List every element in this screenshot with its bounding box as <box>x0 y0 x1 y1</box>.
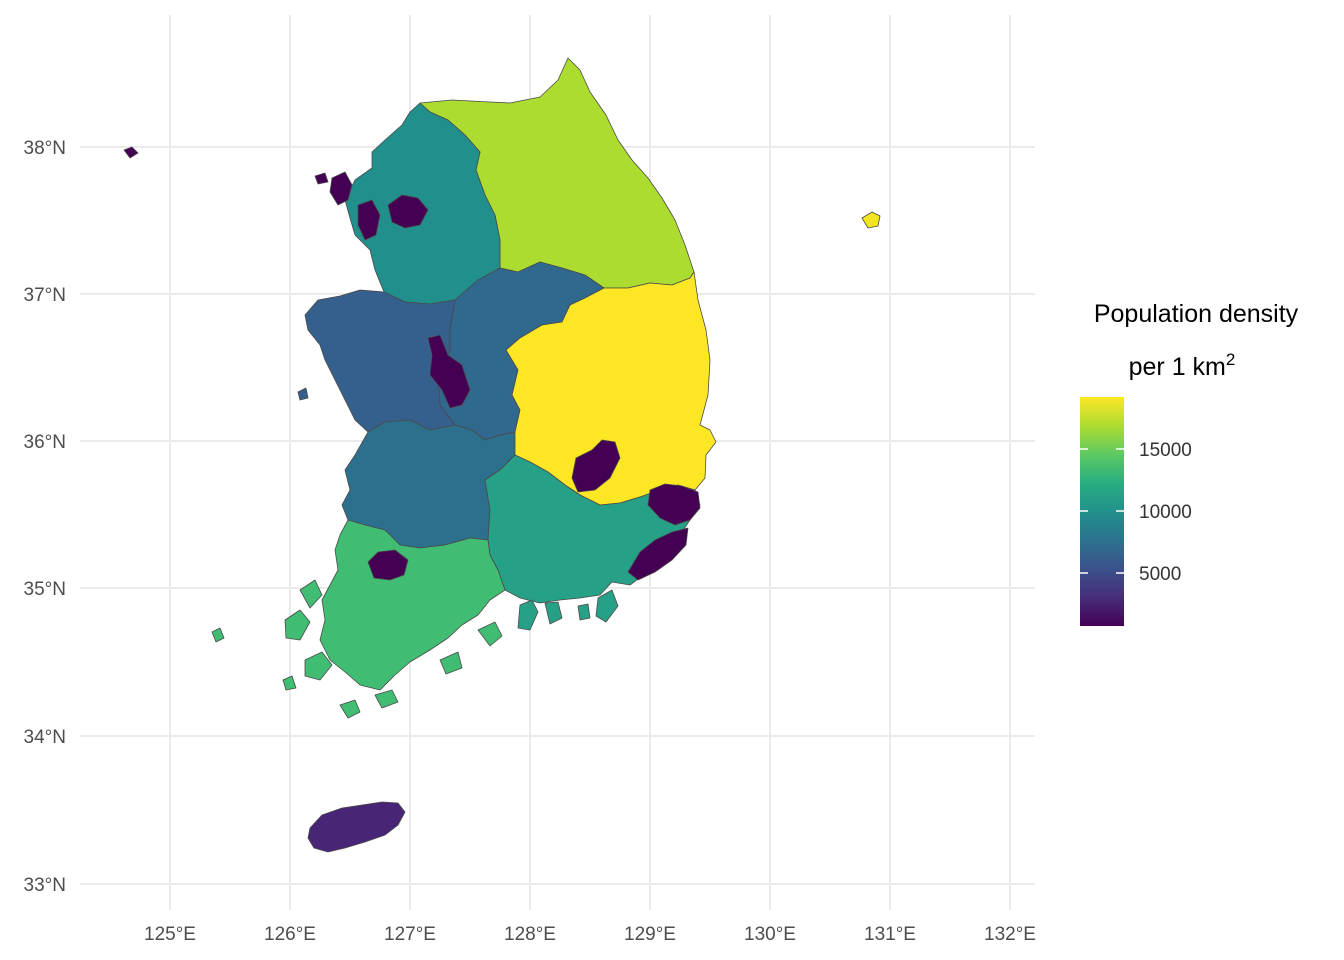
city-daegu <box>571 439 621 493</box>
region-jeonnam-island-7 <box>477 621 503 647</box>
region-jeonnam-island-9 <box>282 675 297 691</box>
legend-title-line2: per 1 km2 <box>1129 350 1236 381</box>
x-axis: 125°E 126°E 127°E 128°E 129°E 130°E 131°… <box>144 924 1036 945</box>
region-jeonnam <box>319 519 506 691</box>
x-tick-label: 128°E <box>504 924 556 945</box>
x-tick-label: 132°E <box>984 924 1036 945</box>
city-sejong-daejeon <box>427 334 471 409</box>
regions <box>123 57 881 853</box>
x-tick-label: 126°E <box>264 924 316 945</box>
y-tick-label: 36°N <box>24 432 66 453</box>
y-tick-label: 35°N <box>24 579 66 600</box>
legend-title-line1: Population density <box>1094 300 1299 328</box>
region-jeju <box>307 801 406 853</box>
region-jeonnam-island-1 <box>304 651 333 681</box>
city-gwangju <box>367 549 409 581</box>
y-tick-label: 33°N <box>24 875 66 896</box>
x-tick-label: 131°E <box>864 924 916 945</box>
region-jeonnam-island-5 <box>374 689 399 709</box>
city-busan <box>627 527 689 581</box>
legend-title-unit: per 1 km <box>1129 353 1226 381</box>
region-gyeongnam-island-3 <box>595 589 619 623</box>
city-incheon-south <box>357 199 381 241</box>
city-incheon-islands <box>329 171 353 206</box>
region-jeonnam-island-3 <box>299 579 323 609</box>
region-jeonnam-island-6 <box>439 651 463 675</box>
city-ulsan <box>647 483 701 526</box>
x-tick-label: 125°E <box>144 924 196 945</box>
legend-title-superscript: 2 <box>1226 350 1235 369</box>
x-tick-label: 129°E <box>624 924 676 945</box>
region-gyeongnam-island-4 <box>577 603 591 621</box>
region-gyeongnam-island-2 <box>544 601 563 625</box>
y-tick-label: 37°N <box>24 285 66 306</box>
legend-label: 15000 <box>1139 440 1192 461</box>
city-incheon-west <box>314 172 329 185</box>
region-ulleungdo <box>861 211 881 229</box>
legend-label: 10000 <box>1139 502 1192 523</box>
city-baengnyeong <box>123 146 139 159</box>
y-tick-label: 38°N <box>24 138 66 159</box>
y-tick-label: 34°N <box>24 727 66 748</box>
legend: Population density per 1 km2 15000 10000… <box>1080 300 1299 626</box>
region-gyeongnam-island-1 <box>517 599 539 631</box>
region-jeonnam-island-8 <box>211 627 225 643</box>
x-tick-label: 127°E <box>384 924 436 945</box>
legend-label: 5000 <box>1139 564 1181 585</box>
city-seoul <box>387 194 429 229</box>
region-jeonnam-island-2 <box>284 609 311 641</box>
x-tick-label: 130°E <box>744 924 796 945</box>
region-chungnam-island-1 <box>297 387 309 401</box>
y-axis: 38°N 37°N 36°N 35°N 34°N 33°N <box>24 138 66 896</box>
region-jeonnam-island-4 <box>339 699 361 719</box>
